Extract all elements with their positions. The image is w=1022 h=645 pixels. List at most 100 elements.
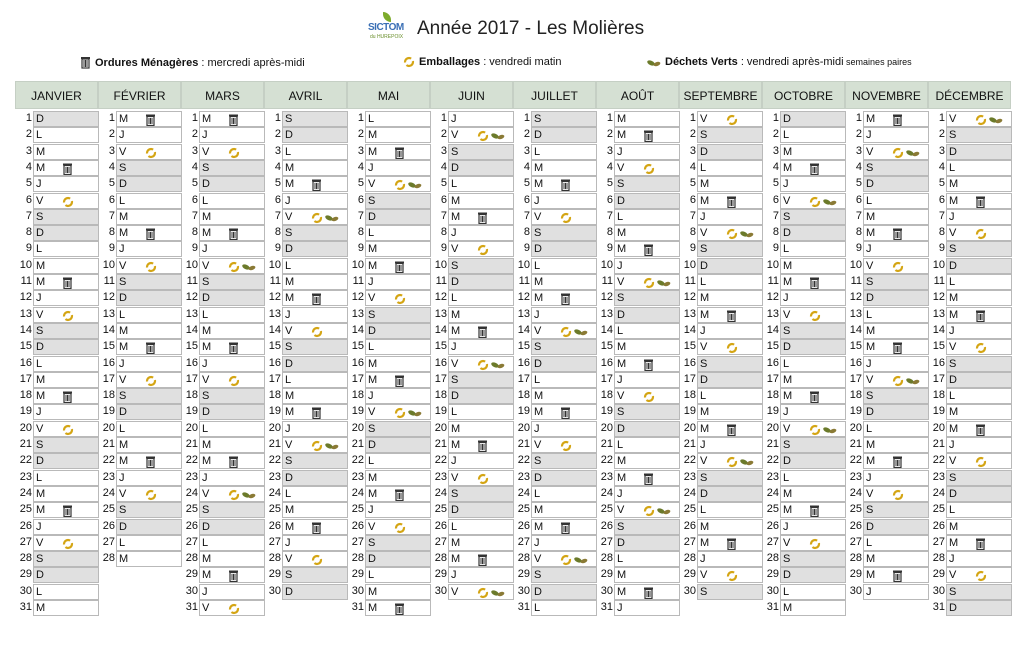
legend-om-name: Ordures Ménagères — [95, 57, 199, 69]
collection-icons — [975, 569, 987, 583]
day-cell: 17 L — [264, 371, 348, 388]
recycle-icon — [145, 147, 157, 158]
day-box: D — [116, 518, 182, 535]
weekday-letter: S — [451, 145, 459, 158]
day-box: M — [531, 518, 597, 535]
leaves-icon — [242, 492, 256, 499]
day-cell: 24 M — [347, 485, 431, 502]
day-number: 15 — [849, 340, 862, 353]
weekday-letter: L — [617, 324, 624, 337]
day-box: S — [365, 192, 431, 209]
weekday-letter: S — [534, 113, 542, 125]
collection-icons — [726, 537, 737, 551]
day-number: 5 — [523, 177, 530, 190]
day-box: L — [448, 176, 514, 193]
day-number: 11 — [850, 275, 862, 287]
day-box: J — [282, 192, 348, 209]
weekday-letter: M — [783, 504, 793, 517]
day-box: M — [531, 159, 597, 176]
day-number: 30 — [268, 584, 281, 597]
day-box: J — [863, 127, 929, 144]
collection-icons — [477, 325, 488, 339]
weekday-letter: L — [202, 422, 209, 435]
weekday-letter: M — [202, 455, 212, 468]
month-header: SEPTEMBRE — [679, 81, 762, 109]
weekday-letter: J — [783, 292, 789, 305]
day-number: 5 — [25, 177, 32, 190]
weekday-letter: V — [617, 390, 625, 403]
day-cell: 24 S — [430, 485, 514, 502]
day-number: 8 — [855, 226, 862, 239]
weekday-letter: M — [202, 113, 212, 125]
month-column: JUIN 1 J 2 V 3 S 4 D 5 L 6 M 7 M 8 J 9 V 10 S 11 D 12 L 13 M 14 M 15 J… — [430, 81, 514, 600]
day-number: 24 — [849, 486, 862, 499]
day-number: 7 — [440, 209, 447, 222]
weekday-letter: M — [36, 145, 46, 158]
collection-icons — [809, 390, 820, 404]
weekday-letter: V — [36, 308, 44, 321]
day-box: M — [697, 404, 763, 421]
month-header: DÉCEMBRE — [928, 81, 1011, 109]
day-cell: 12 S — [596, 290, 680, 307]
day-box: J — [448, 339, 514, 356]
day-number: 17 — [766, 372, 779, 385]
day-number: 30 — [600, 584, 613, 597]
day-number: 7 — [772, 209, 779, 222]
weekday-letter: S — [285, 113, 293, 125]
collection-icons — [311, 406, 322, 420]
day-cell: 17 J — [596, 371, 680, 388]
day-number: 28 — [102, 552, 115, 565]
day-number: 28 — [683, 552, 696, 565]
leaves-icon — [408, 410, 422, 417]
day-box: V — [780, 192, 846, 209]
day-cell: 16 D — [513, 355, 597, 372]
day-box: S — [199, 274, 265, 290]
weekday-letter: V — [783, 422, 791, 435]
day-box: S — [282, 111, 348, 127]
day-cell: 30 D — [513, 583, 597, 600]
day-box: L — [116, 306, 182, 323]
day-box: V — [33, 420, 99, 437]
day-box: L — [780, 127, 846, 144]
collection-icons — [809, 309, 821, 323]
day-number: 21 — [351, 438, 364, 450]
weekday-letter: S — [783, 210, 791, 223]
day-box: M — [780, 388, 846, 405]
weekday-letter: M — [285, 504, 295, 517]
weekday-letter: L — [285, 145, 292, 158]
day-box: L — [531, 485, 597, 502]
collection-icons — [892, 455, 903, 469]
collection-icons — [892, 569, 903, 583]
collection-icons — [311, 325, 323, 339]
day-box: M — [448, 534, 514, 551]
day-box: J — [33, 518, 99, 535]
day-cell: 12 V — [347, 290, 431, 307]
day-number: 5 — [606, 177, 613, 190]
day-box: S — [780, 322, 846, 339]
day-box: M — [282, 176, 348, 193]
day-number: 22 — [932, 454, 945, 467]
day-box: M — [780, 257, 846, 274]
day-box: D — [199, 290, 265, 307]
day-cell: 29 S — [513, 567, 597, 584]
day-number: 12 — [351, 291, 364, 304]
day-number: 18 — [19, 389, 32, 402]
weekday-letter: S — [36, 553, 44, 566]
day-number: 17 — [683, 372, 696, 385]
day-box: M — [282, 404, 348, 421]
day-number: 17 — [932, 372, 945, 385]
logo-line2: du HUREPOIX — [370, 34, 404, 40]
day-number: 18 — [351, 389, 364, 402]
day-number: 29 — [185, 568, 198, 581]
day-number: 21 — [185, 438, 198, 450]
collection-icons — [726, 113, 738, 127]
